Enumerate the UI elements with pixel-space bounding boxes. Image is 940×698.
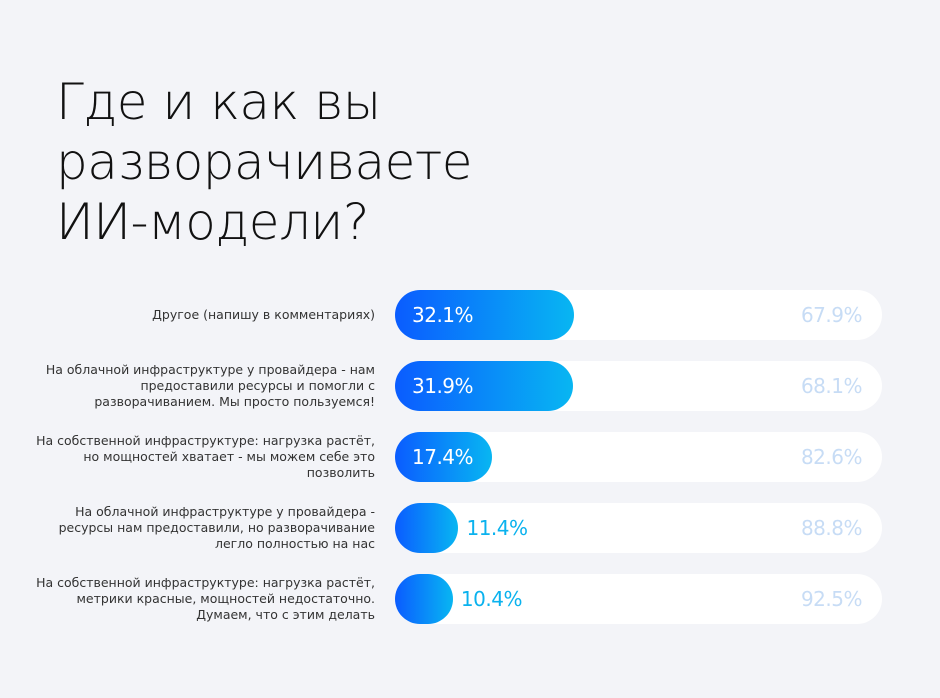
bar-track: 10.4% 92.5% [395,574,882,624]
bar-track: 11.4% 88.8% [395,503,882,553]
bar-fill [395,503,459,553]
chart-title: Где и как вы разворачиваете ИИ-модели? [56,72,473,252]
value-label: 11.4% [466,516,528,540]
category-label: На облачной инфраструктуре у провайдера … [58,504,375,551]
value-label: 32.1% [412,303,474,327]
bar-row: На собственной инфраструктуре: нагрузка … [0,432,940,482]
remainder-label: 92.5% [800,587,863,611]
bar-track: 32.1% 67.9% [395,290,882,340]
bar-row: На собственной инфраструктуре: нагрузка … [0,574,940,624]
remainder-label: 82.6% [800,445,863,469]
bar-row: Другое (напишу в комментариях) 32.1% 67.9% [0,290,940,340]
value-label: 31.9% [412,374,474,398]
value-label: 17.4% [412,445,474,469]
bar-fill [395,574,453,624]
category-label: На собственной инфраструктуре: нагрузка … [36,433,375,480]
category-label: Другое (напишу в комментариях) [152,307,375,322]
title-line: Где и как вы [56,73,381,131]
bar-track: 31.9% 68.1% [395,361,882,411]
bar-fill [395,361,573,411]
category-label: На облачной инфраструктуре у провайдера … [45,362,375,409]
bar-track: 17.4% 82.6% [395,432,882,482]
bar-fill [395,432,492,482]
category-label: На собственной инфраструктуре: нагрузка … [36,575,375,622]
title-line: разворачиваете [56,133,473,191]
remainder-label: 68.1% [800,374,863,398]
remainder-label: 67.9% [800,303,863,327]
value-label: 10.4% [460,587,523,611]
title-line: ИИ-модели? [56,193,369,251]
bar-row: На облачной инфраструктуре у провайдера … [0,503,940,553]
remainder-label: 88.8% [800,516,863,540]
bar-row: На облачной инфраструктуре у провайдера … [0,361,940,411]
bar-fill [395,290,574,340]
